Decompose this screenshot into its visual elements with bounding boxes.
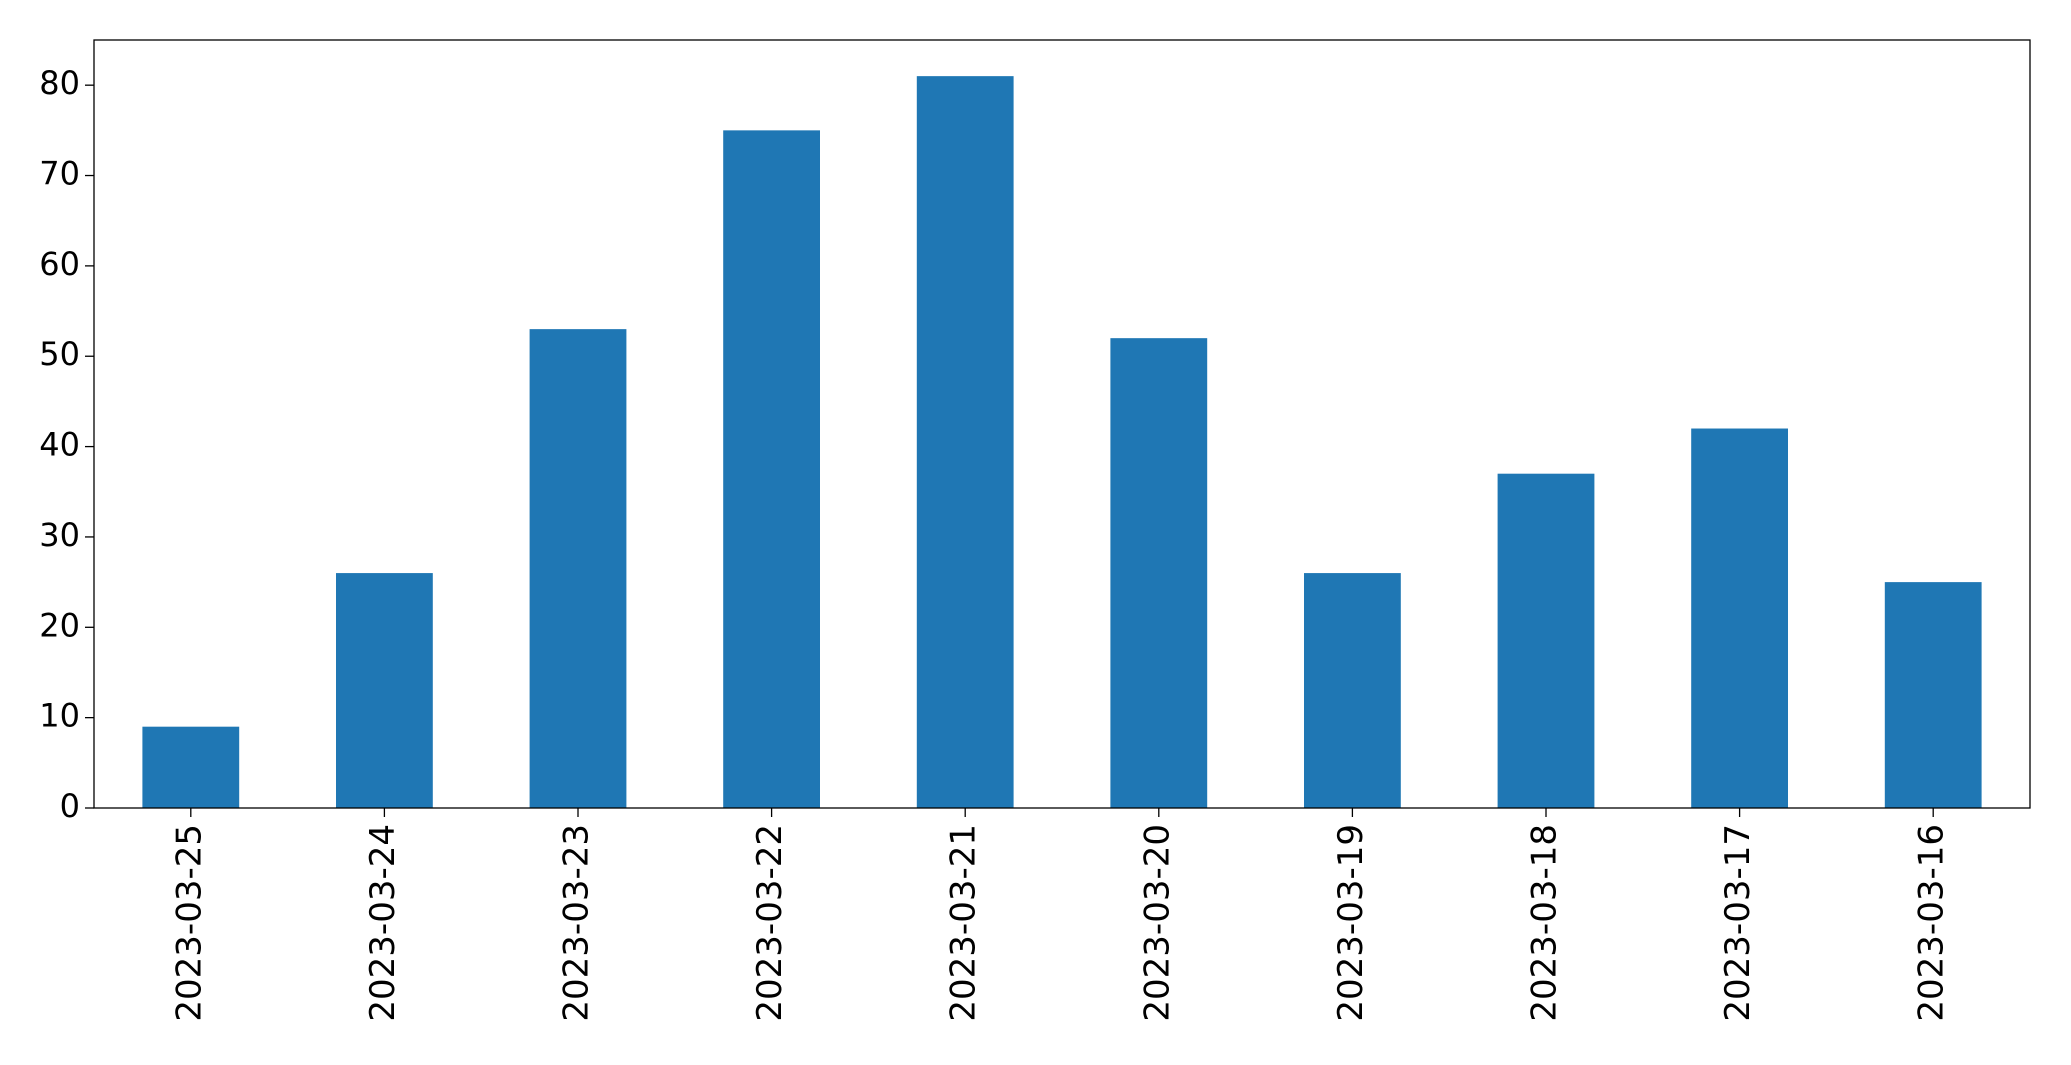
bar [1497, 473, 1595, 808]
x-tick-label: 2023-03-22 [750, 824, 790, 1022]
y-tick-label: 20 [39, 606, 80, 644]
bar [723, 130, 820, 809]
x-tick-label: 2023-03-24 [363, 824, 403, 1022]
bar [1110, 338, 1208, 808]
x-tick-label: 2023-03-19 [1331, 824, 1371, 1022]
x-tick-label: 2023-03-18 [1525, 824, 1565, 1022]
bar [1691, 428, 1788, 808]
bar [1304, 573, 1401, 808]
y-tick-label: 60 [39, 245, 80, 283]
bar [529, 329, 627, 808]
x-tick-label: 2023-03-17 [1718, 824, 1758, 1022]
y-tick-label: 80 [39, 64, 80, 102]
y-tick-label: 30 [39, 516, 80, 554]
bar [1884, 582, 1982, 808]
y-tick-label: 70 [39, 155, 80, 193]
x-tick-label: 2023-03-25 [169, 824, 209, 1022]
bar [336, 573, 433, 808]
x-tick-label: 2023-03-16 [1912, 824, 1952, 1022]
x-tick-label: 2023-03-23 [557, 824, 597, 1022]
bar [142, 726, 240, 808]
y-tick-label: 10 [39, 697, 80, 735]
bar [916, 76, 1014, 808]
y-tick-label: 50 [39, 335, 80, 373]
x-tick-label: 2023-03-21 [944, 824, 984, 1022]
y-tick-label: 40 [39, 426, 80, 464]
plot-frame [93, 39, 2031, 809]
x-tick-label: 2023-03-20 [1137, 824, 1177, 1022]
y-tick-label: 0 [60, 787, 80, 825]
